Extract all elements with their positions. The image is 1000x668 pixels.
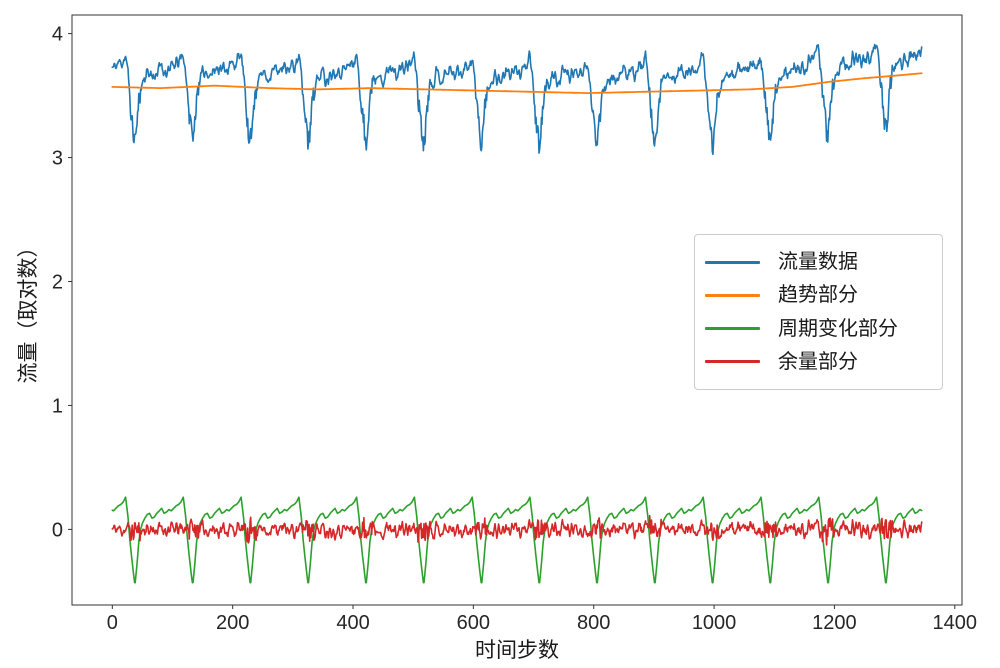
legend-line-swatch <box>705 327 760 331</box>
legend-line-swatch <box>705 260 760 264</box>
y-tick-label: 3 <box>52 148 63 170</box>
legend-label: 趋势部分 <box>778 284 858 307</box>
series-line <box>111 496 923 584</box>
y-axis-title: 流量（取对数） <box>17 236 40 384</box>
legend-item: 余量部分 <box>695 351 942 373</box>
legend-item: 周期变化部分 <box>695 318 942 340</box>
legend-box: 流量数据趋势部分周期变化部分 余量部分 <box>694 234 943 390</box>
x-tick-label: 200 <box>216 612 249 634</box>
legend-line-swatch <box>705 293 760 297</box>
legend-line-swatch <box>705 360 760 364</box>
x-tick-label: 800 <box>577 612 610 634</box>
legend-label: 流量数据 <box>778 251 858 274</box>
x-tick-label: 0 <box>107 612 118 634</box>
legend-label: 周期变化部分 <box>778 317 898 340</box>
y-tick-label: 4 <box>52 24 63 46</box>
series-line <box>111 514 923 546</box>
y-tick-label: 2 <box>52 271 63 293</box>
x-tick-label: 1400 <box>933 612 978 634</box>
legend-item: 流量数据 <box>695 251 942 273</box>
x-tick-label: 400 <box>336 612 369 634</box>
series-line <box>111 72 923 94</box>
legend-label: 余量部分 <box>778 350 858 373</box>
x-axis-title: 时间步数 <box>475 639 559 662</box>
x-tick-label: 1000 <box>692 612 737 634</box>
y-tick-label: 0 <box>52 519 63 541</box>
x-tick-label: 600 <box>457 612 490 634</box>
x-tick-label: 1200 <box>812 612 857 634</box>
y-tick-label: 1 <box>52 395 63 417</box>
series-line <box>111 43 923 156</box>
legend-item: 趋势部分 <box>695 284 942 306</box>
plot-spines <box>71 14 963 606</box>
